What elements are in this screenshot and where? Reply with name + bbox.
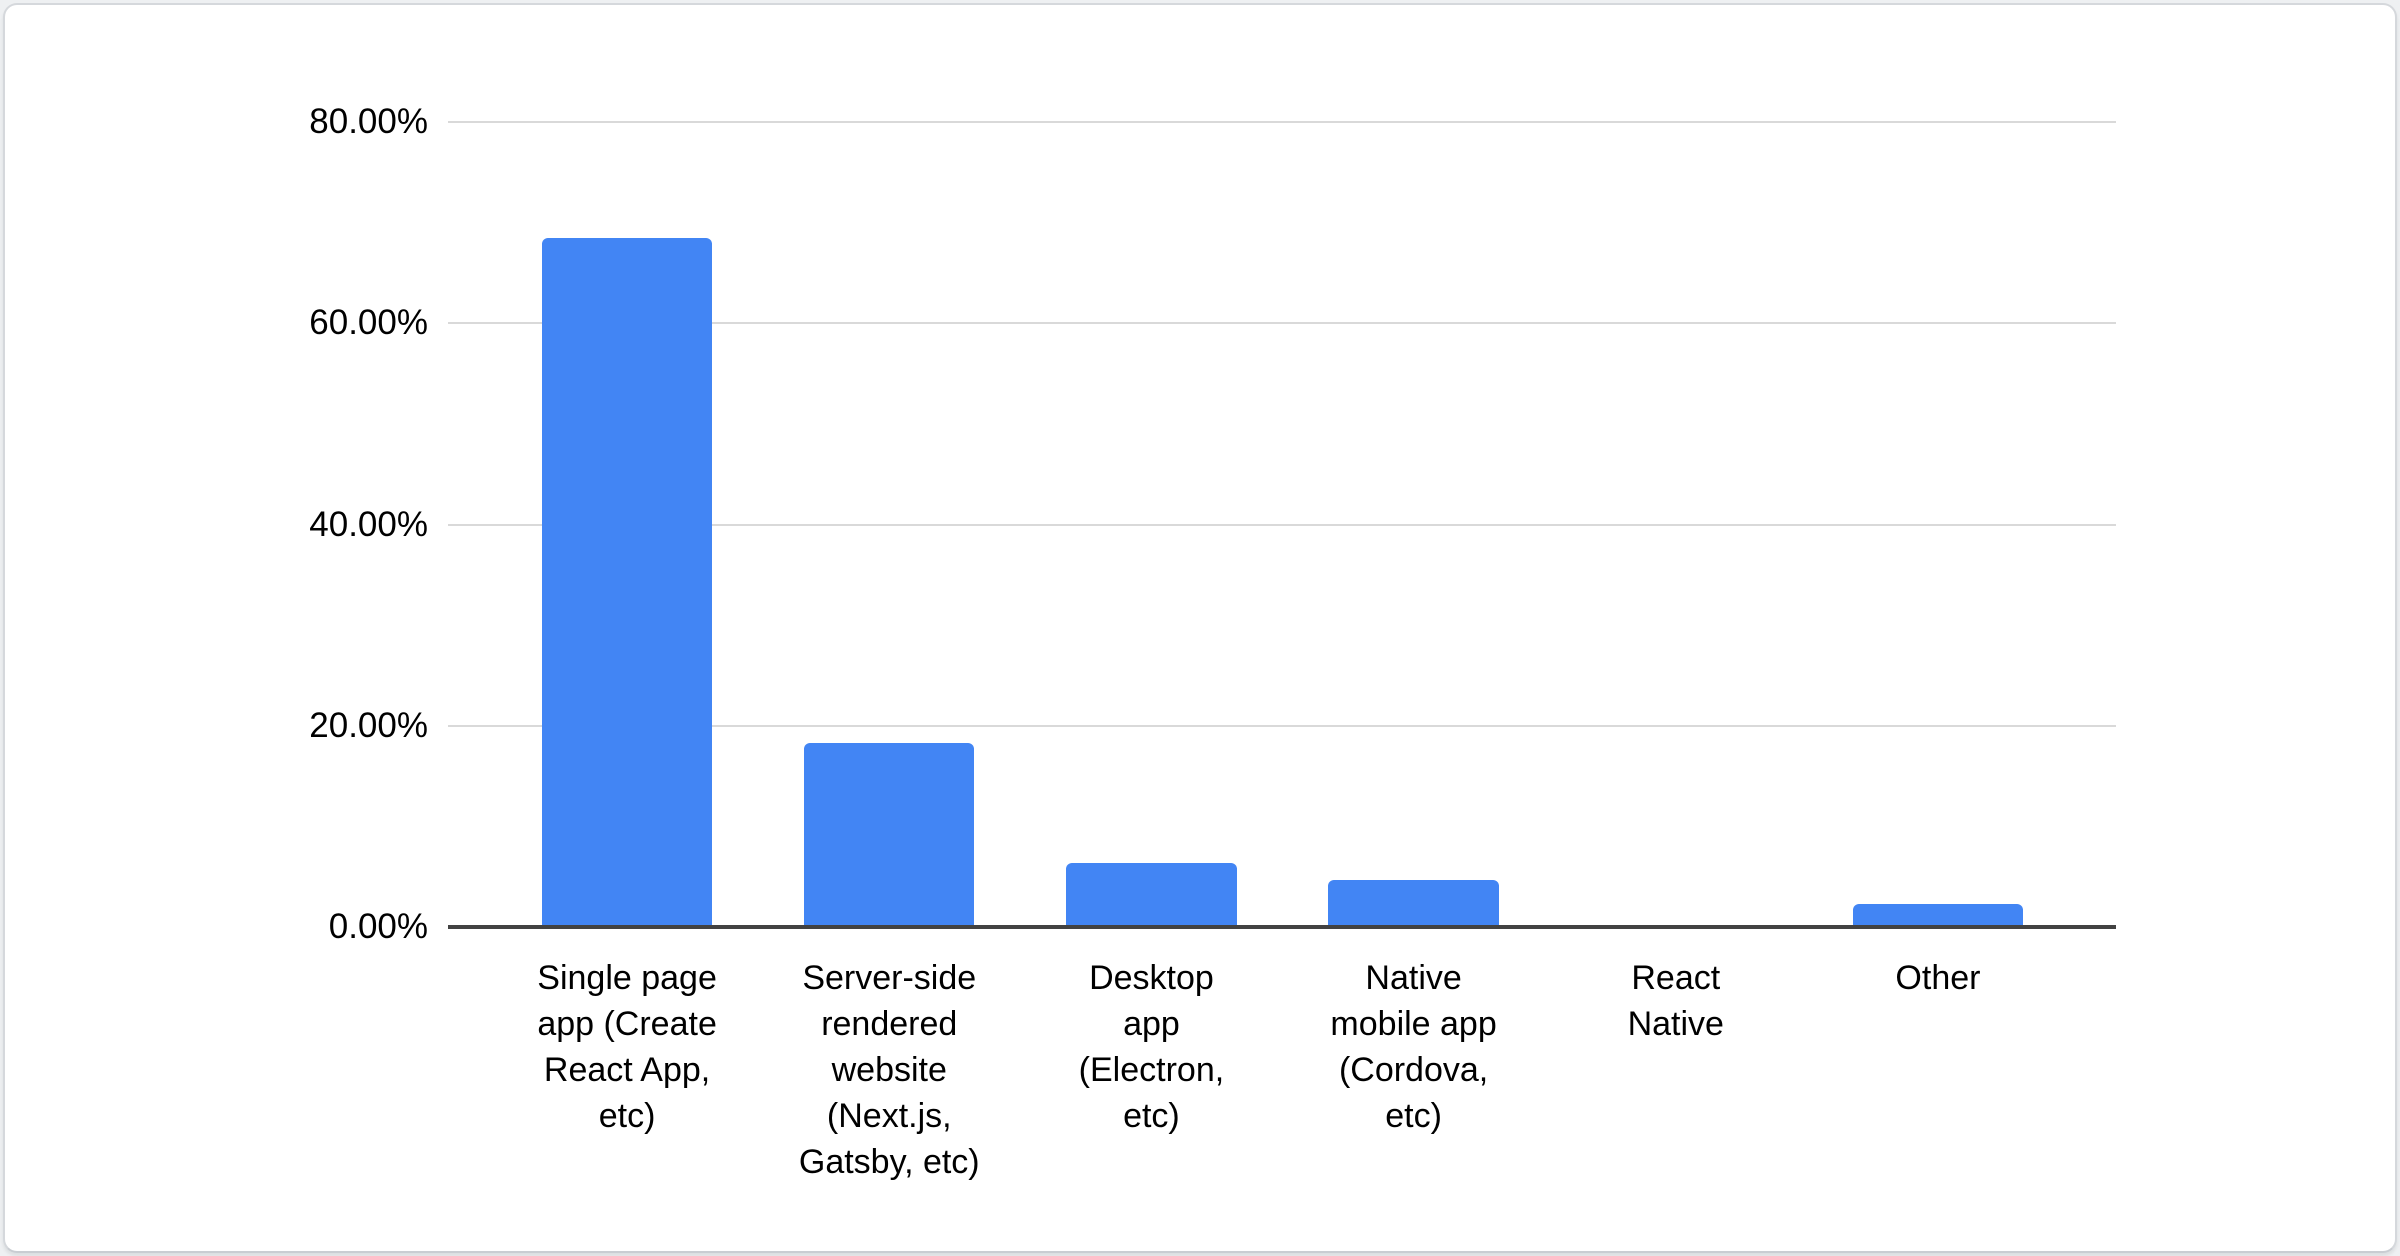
bar-desktop-app [1066,862,1237,927]
bar-other [1852,903,2024,927]
y-tick-label-40: 40.00% [309,504,428,544]
band-react-native [1545,122,1807,927]
x-axis-baseline [448,925,2116,929]
x-label-react-native: React Native [1627,959,1724,1043]
bar-single-page-app [541,237,713,927]
gridline-40 [448,523,2116,526]
x-label-desktop-app: Desktop app (Electron, etc) [1078,959,1225,1135]
x-label-server-side-rendered: Server-side rendered website (Next.js, G… [798,959,980,1181]
bars-container [496,122,2069,927]
bar-server-side-rendered [804,742,975,927]
plot-area: 80.00% 60.00% 40.00% 20.00% 0.00% [309,102,2116,1181]
y-tick-label-80: 80.00% [309,102,428,141]
x-label-other: Other [1895,959,1981,997]
chart-card: 80.00% 60.00% 40.00% 20.00% 0.00% [3,3,2397,1253]
bar-native-mobile-app [1328,879,1499,927]
x-label-single-page-app: Single page app (Create React App, etc) [537,959,717,1135]
y-tick-label-60: 60.00% [309,303,428,343]
y-tick-label-0: 0.00% [328,907,428,946]
gridline-80 [448,121,2116,123]
x-label-native-mobile-app: Native mobile app (Cordova, etc) [1330,959,1497,1135]
gridline-60 [448,322,2116,325]
x-axis-labels: Single page app (Create React App, etc) … [496,955,2069,1185]
band-server-side-rendered [758,122,1020,927]
band-desktop-app [1020,122,1282,927]
band-single-page-app [496,122,758,927]
band-native-mobile-app [1283,122,1545,927]
band-other [1807,122,2069,927]
gridline-20 [448,724,2116,727]
y-tick-label-20: 20.00% [309,705,428,745]
